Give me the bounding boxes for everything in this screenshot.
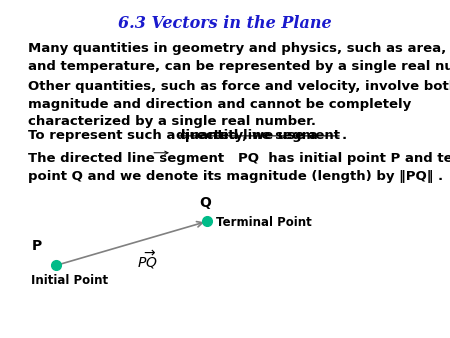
Text: directed line segment: directed line segment: [176, 129, 340, 142]
Text: Initial Point: Initial Point: [31, 274, 108, 287]
Text: Many quantities in geometry and physics, such as area, time,
and temperature, ca: Many quantities in geometry and physics,…: [28, 42, 450, 73]
Text: Other quantities, such as force and velocity, involve both
magnitude and directi: Other quantities, such as force and velo…: [28, 80, 450, 128]
Text: $\overrightarrow{PQ}$: $\overrightarrow{PQ}$: [137, 248, 158, 271]
Text: The directed line segment   PQ  has initial point P and terminal
point Q and we : The directed line segment PQ has initial…: [28, 152, 450, 183]
Text: To represent such a quantity, we use a: To represent such a quantity, we use a: [28, 129, 322, 142]
Text: Q: Q: [199, 196, 211, 210]
Text: Terminal Point: Terminal Point: [216, 216, 312, 228]
Text: .: .: [342, 129, 347, 142]
Text: 6.3 Vectors in the Plane: 6.3 Vectors in the Plane: [118, 15, 332, 32]
Text: P: P: [32, 240, 42, 254]
